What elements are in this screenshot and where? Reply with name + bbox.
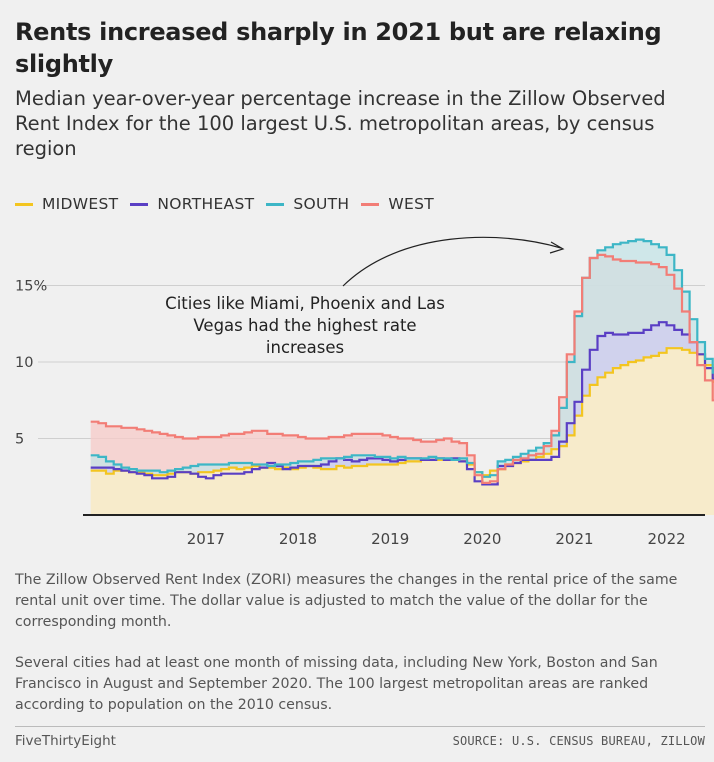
line-chart: 5 10 15% 2017 2018 2019 2020 2021 2022 bbox=[15, 236, 714, 548]
legend-label-northeast: NORTHEAST bbox=[157, 195, 255, 213]
annotation-arrow bbox=[342, 236, 562, 287]
legend-item-midwest: MIDWEST bbox=[15, 195, 118, 213]
legend-item-west: WEST bbox=[361, 195, 434, 213]
axis-layer: 5 10 15% 2017 2018 2019 2020 2021 2022 bbox=[15, 279, 705, 548]
y-tick-label-10: 10 bbox=[15, 355, 33, 371]
legend-item-south: SOUTH bbox=[266, 195, 349, 213]
x-tick-label-2018: 2018 bbox=[279, 530, 317, 548]
legend-swatch-south bbox=[266, 202, 285, 206]
y-tick-label-5: 5 bbox=[15, 432, 24, 448]
chart-annotation: Cities like Miami, Phoenix and Las Vegas… bbox=[160, 293, 450, 359]
footer-divider bbox=[15, 726, 705, 727]
area-midwest bbox=[90, 348, 714, 515]
legend: MIDWEST NORTHEAST SOUTH WEST bbox=[15, 194, 446, 214]
legend-label-midwest: MIDWEST bbox=[42, 195, 119, 213]
series-line-south bbox=[90, 238, 714, 478]
y-tick-label-15: 15% bbox=[15, 279, 47, 295]
annotation-arrowhead bbox=[549, 241, 565, 254]
x-tick-label-2017: 2017 bbox=[187, 530, 225, 548]
x-tick-label-2022: 2022 bbox=[648, 530, 686, 548]
line-layer bbox=[90, 238, 714, 486]
legend-swatch-west bbox=[361, 202, 380, 206]
missing-data-note: Several cities had at least one month of… bbox=[15, 655, 658, 713]
methodology-note: The Zillow Observed Rent Index (ZORI) me… bbox=[15, 572, 678, 630]
x-tick-label-2020: 2020 bbox=[463, 530, 501, 548]
legend-label-south: SOUTH bbox=[293, 195, 350, 213]
annotation-text: Cities like Miami, Phoenix and Las Vegas… bbox=[165, 294, 445, 357]
brand-label: FiveThirtyEight bbox=[15, 733, 116, 749]
legend-swatch-midwest bbox=[15, 202, 33, 206]
x-tick-label-2021: 2021 bbox=[555, 530, 593, 548]
legend-swatch-northeast bbox=[130, 202, 149, 206]
legend-label-west: WEST bbox=[388, 195, 435, 213]
source-label: SOURCE: U.S. CENSUS BUREAU, ZILLOW bbox=[452, 734, 705, 748]
area-northeast bbox=[90, 322, 714, 485]
chart-title: Rents increased sharply in 2021 but are … bbox=[15, 18, 662, 78]
chart-subtitle: Median year-over-year percentage increas… bbox=[15, 87, 666, 160]
x-tick-label-2019: 2019 bbox=[371, 530, 409, 548]
series-line-west bbox=[90, 253, 714, 484]
legend-item-northeast: NORTHEAST bbox=[130, 195, 254, 213]
area-layer bbox=[90, 239, 714, 515]
